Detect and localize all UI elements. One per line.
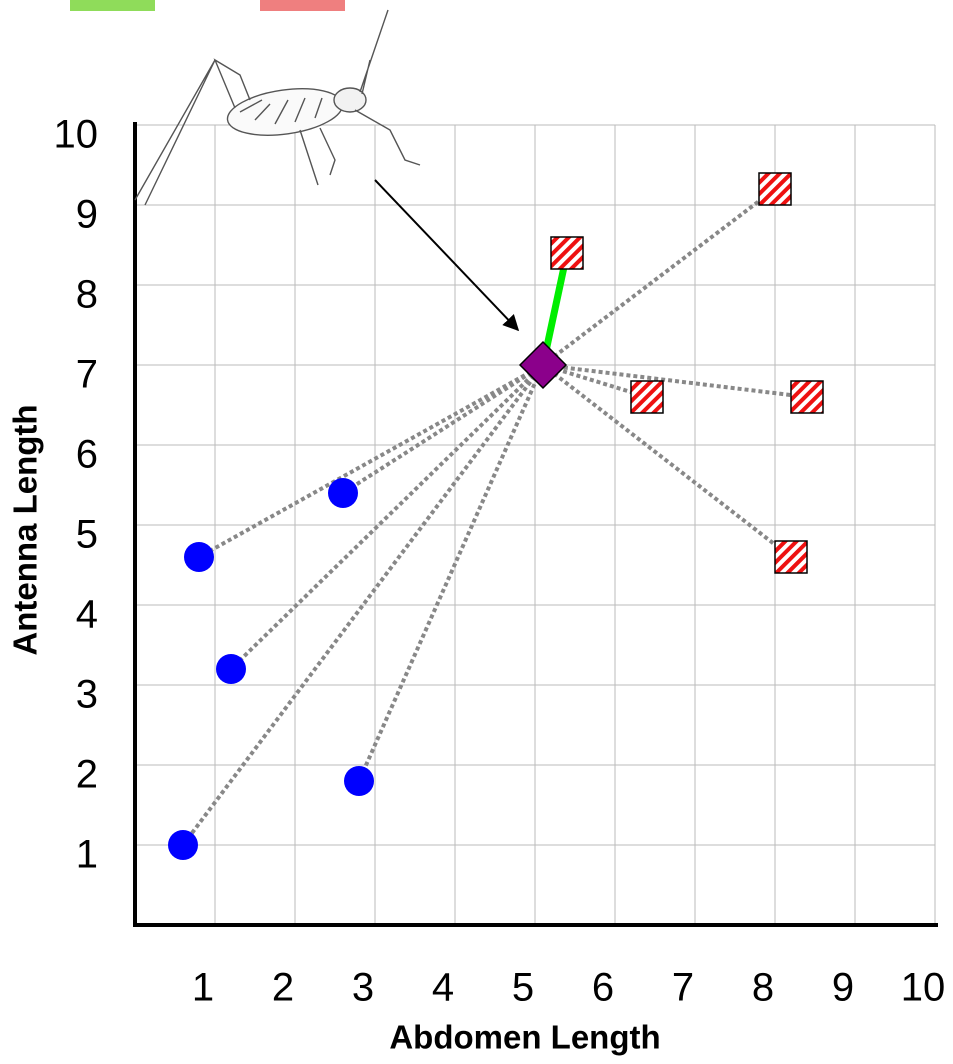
point (791, 381, 823, 413)
point (551, 237, 583, 269)
x-tick-label: 1 (192, 966, 214, 1010)
x-tick-label: 6 (592, 966, 614, 1010)
insect-head (334, 88, 366, 112)
top-swatch-red (260, 0, 345, 11)
page: {"chart_data": { "type": "scatter", "x_l… (0, 0, 953, 1064)
neighbor-link (543, 365, 791, 557)
point (759, 173, 791, 205)
neighbor-link (231, 365, 543, 669)
neighbor-link (543, 189, 775, 365)
point (184, 542, 214, 572)
insect-sketch (135, 10, 420, 205)
point (344, 766, 374, 796)
y-tick-label: 8 (76, 273, 98, 317)
x-tick-label: 10 (901, 966, 946, 1010)
point (775, 541, 807, 573)
y-tick-label: 3 (76, 673, 98, 717)
x-tick-label: 8 (752, 966, 774, 1010)
x-tick-label: 9 (832, 966, 854, 1010)
x-axis-title: Abdomen Length (389, 1019, 660, 1056)
y-tick-label: 10 (54, 113, 99, 157)
point (328, 478, 358, 508)
x-tick-label: 2 (272, 966, 294, 1010)
y-tick-label: 9 (76, 193, 98, 237)
y-tick-label: 2 (76, 753, 98, 797)
y-tick-label: 4 (76, 593, 98, 637)
point (168, 830, 198, 860)
y-tick-label: 1 (76, 833, 98, 877)
y-tick-label: 7 (76, 353, 98, 397)
arrow (375, 180, 518, 330)
neighbor-link (199, 365, 543, 557)
neighbor-link (543, 365, 807, 397)
x-tick-label: 4 (432, 966, 454, 1010)
x-tick-label: 5 (512, 966, 534, 1010)
links (183, 189, 807, 845)
insect-body (225, 82, 346, 142)
insect-antenna (360, 10, 388, 94)
marks (168, 173, 823, 860)
y-axis-title: Antenna Length (7, 404, 44, 655)
top-swatch-green (70, 0, 155, 11)
insect-hind-leg (135, 60, 250, 205)
x-tick-label: 3 (352, 966, 374, 1010)
point (631, 381, 663, 413)
y-tick-label: 5 (76, 513, 98, 557)
y-tick-label: 6 (76, 433, 98, 477)
point (216, 654, 246, 684)
x-tick-label: 7 (672, 966, 694, 1010)
chart: Abdomen Length Antenna Length 1 2 3 4 5 6 7 8 9 1… (0, 0, 953, 1064)
